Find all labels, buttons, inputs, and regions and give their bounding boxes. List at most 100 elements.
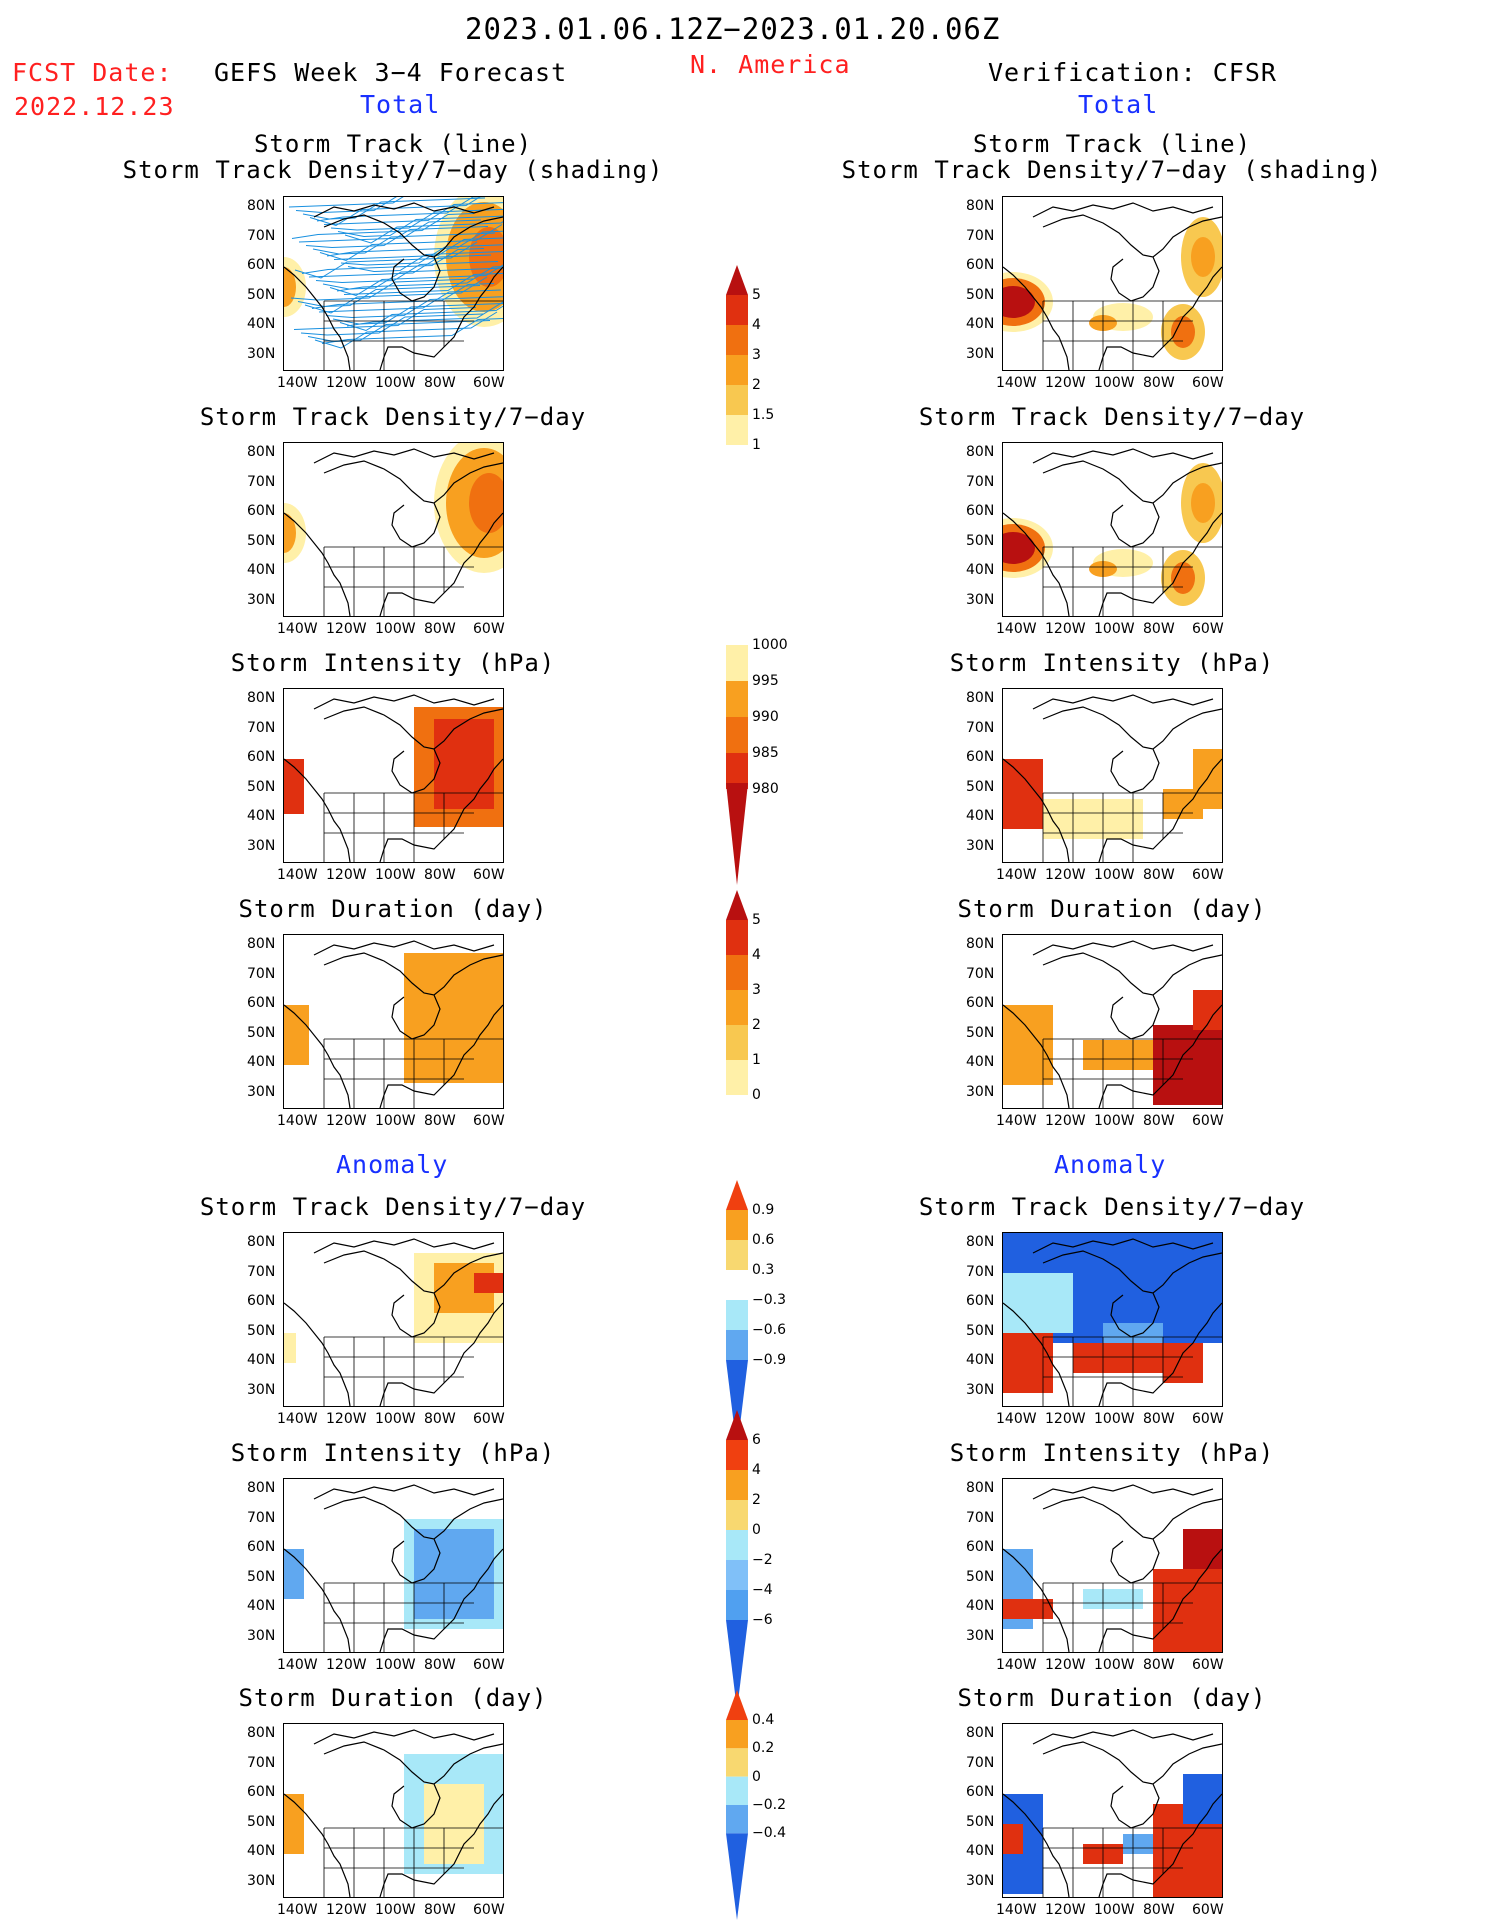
coastline (1003, 694, 1222, 862)
state-borders (323, 1827, 503, 1897)
lon-tick-label: 120W (1045, 1902, 1086, 1918)
state-borders (1042, 546, 1222, 616)
lat-tick-label: 60N (966, 995, 995, 1011)
colorbar-label: 0.4 (752, 1712, 775, 1728)
shading-region (414, 1529, 494, 1619)
lat-tick-label: 50N (247, 778, 276, 795)
lat-tick-label: 60N (966, 1784, 995, 1800)
colorbar-segment (726, 1776, 748, 1805)
lon-tick-label: 60W (1192, 1411, 1224, 1427)
colorbar-segment (726, 1330, 748, 1360)
lon-tick-label: 80W (424, 867, 456, 883)
shading-region (474, 1273, 503, 1293)
panel-title: Storm Track Density/7−day (918, 1193, 1306, 1221)
lon-tick-label: 140W (277, 1902, 318, 1918)
lon-tick-label: 80W (1143, 1657, 1175, 1673)
colorbar-label: −0.2 (752, 1797, 786, 1813)
lat-tick-label: 80N (247, 1480, 276, 1496)
colorbar-segment (726, 1620, 748, 1710)
panel-title: Storm Duration (day) (238, 895, 548, 923)
colorbar-label: 2 (752, 1492, 761, 1508)
lon-tick-label: 80W (424, 621, 456, 637)
colorbar-segment (726, 920, 748, 955)
lat-tick-label: 80N (966, 1480, 995, 1496)
lat-tick-label: 60N (966, 503, 995, 519)
colorbar-segment (726, 1560, 748, 1590)
lon-tick-label: 140W (996, 1657, 1037, 1673)
panel-title: Storm Intensity (hPa) (949, 1439, 1275, 1467)
shading-region (1003, 1333, 1053, 1393)
lon-tick-label: 100W (1094, 1113, 1135, 1129)
lon-tick-label: 80W (1143, 1411, 1175, 1427)
colorbar-segment (726, 1500, 748, 1530)
lat-tick-label: 50N (966, 1322, 995, 1339)
state-borders (323, 546, 503, 616)
colorbar-segment (726, 1270, 748, 1300)
colorbar-segment (726, 1180, 748, 1210)
lat-tick-label: 30N (247, 1381, 276, 1398)
state-borders (323, 1582, 503, 1652)
panel-title: Storm Track Density/7−day (shading) (122, 156, 664, 184)
panel-title: Storm Intensity (hPa) (949, 649, 1275, 677)
colorbar-segment (726, 681, 748, 717)
colorbar-segment (726, 1833, 748, 1920)
lat-tick-label: 50N (966, 1024, 995, 1041)
colorbar-segment (726, 385, 748, 415)
shading-region (1183, 1774, 1222, 1824)
lon-tick-label: 100W (375, 1657, 416, 1673)
colorbar-label: 995 (752, 673, 779, 689)
lon-tick-label: 80W (424, 1113, 456, 1129)
lon-tick-label: 100W (375, 1411, 416, 1427)
coastline (284, 1484, 503, 1652)
lat-tick-label: 40N (247, 316, 276, 332)
lon-tick-label: 120W (326, 621, 367, 637)
shading-region (1191, 483, 1215, 523)
lon-tick-label: 140W (996, 375, 1037, 391)
colorbar (726, 1410, 748, 1710)
lon-tick-label: 100W (1094, 1657, 1135, 1673)
colorbar-label: 1000 (752, 637, 788, 653)
lon-tick-label: 60W (473, 1657, 505, 1673)
shading-region (1153, 1025, 1222, 1105)
map-panel (283, 688, 504, 863)
lon-tick-label: 120W (326, 867, 367, 883)
lon-tick-label: 60W (1192, 1657, 1224, 1673)
coastline (284, 1729, 503, 1897)
lat-tick-label: 80N (966, 936, 995, 952)
map-graphic (1003, 940, 1222, 1108)
shading-region (1073, 1343, 1173, 1373)
lat-tick-label: 50N (247, 1813, 276, 1830)
shading-region (284, 1794, 304, 1854)
colorbar-segment (726, 1210, 748, 1240)
shading-region (1083, 1040, 1153, 1070)
map-graphic (284, 1729, 503, 1897)
lat-tick-label: 70N (966, 965, 995, 982)
colorbar-label: 1 (752, 1052, 761, 1068)
map-graphic (1003, 448, 1222, 616)
lat-tick-label: 40N (247, 808, 276, 824)
lat-tick-label: 70N (247, 227, 276, 244)
lat-tick-label: 30N (247, 591, 276, 608)
colorbar-label: −0.3 (752, 1292, 786, 1308)
lat-tick-label: 30N (247, 1083, 276, 1100)
lon-tick-label: 140W (996, 1411, 1037, 1427)
lat-tick-label: 60N (247, 1784, 276, 1800)
colorbar-label: −2 (752, 1552, 773, 1568)
colorbar-segment (726, 1470, 748, 1500)
lon-tick-label: 80W (424, 1902, 456, 1918)
lat-tick-label: 50N (966, 286, 995, 303)
colorbar-segment (726, 1720, 748, 1749)
map-panel (1002, 1232, 1223, 1407)
colorbar-segment (726, 355, 748, 385)
shading-region (1003, 532, 1035, 564)
lat-tick-label: 30N (247, 1872, 276, 1889)
lat-tick-label: 30N (966, 1627, 995, 1644)
lat-tick-label: 70N (247, 719, 276, 736)
lat-tick-label: 30N (966, 345, 995, 362)
lat-tick-label: 80N (247, 444, 276, 460)
lon-tick-label: 80W (424, 375, 456, 391)
lat-tick-label: 40N (966, 1843, 995, 1859)
colorbar-label: 5 (752, 912, 761, 928)
lat-tick-label: 30N (966, 837, 995, 854)
colorbar-label: 0 (752, 1522, 761, 1538)
